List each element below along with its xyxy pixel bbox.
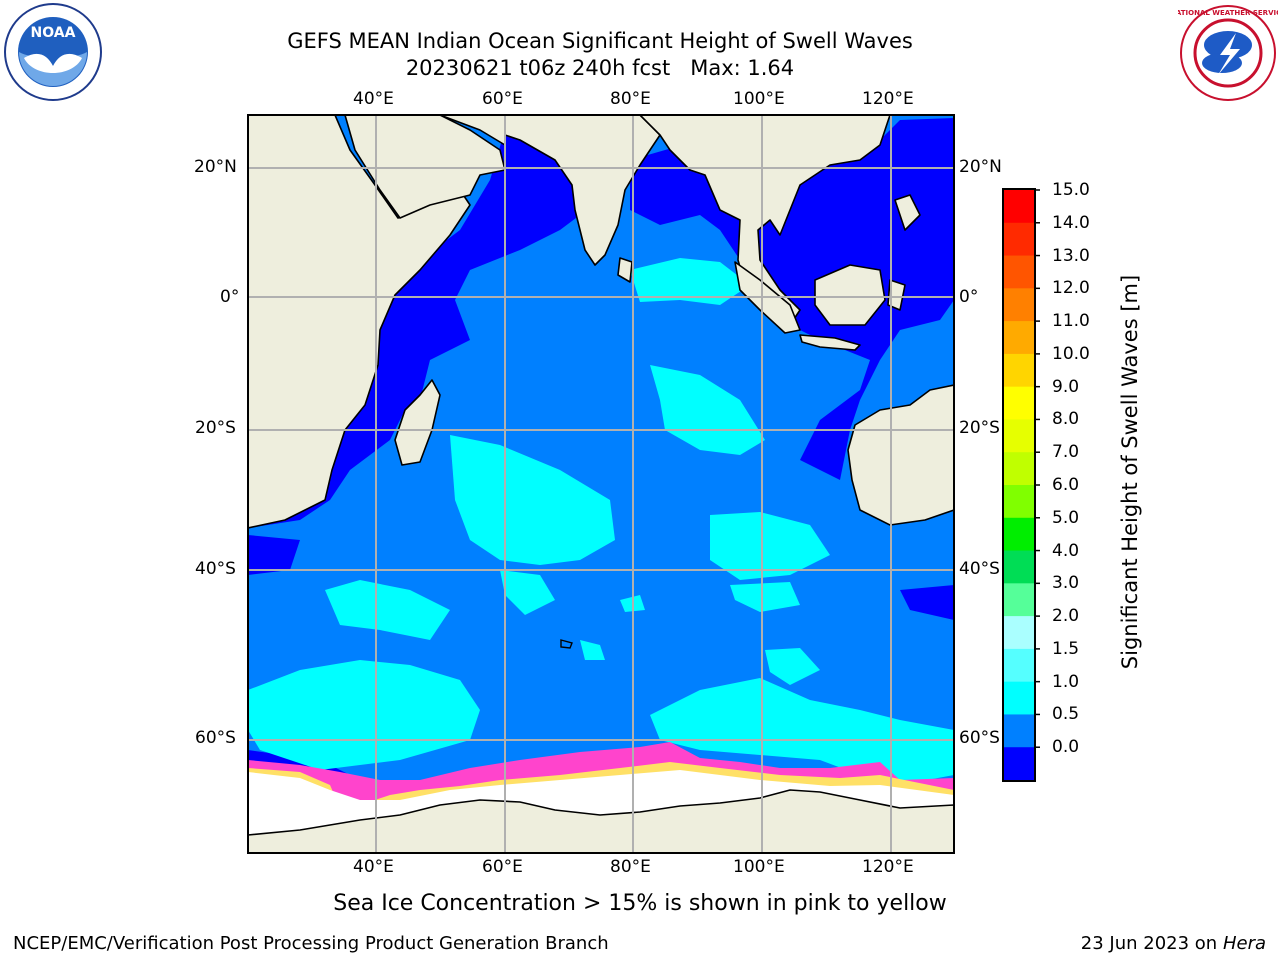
land-srilanka xyxy=(617,257,633,283)
colorbar xyxy=(1002,188,1040,782)
map-title: GEFS MEAN Indian Ocean Significant Heigh… xyxy=(287,29,913,53)
lat-tick-label-right: 0° xyxy=(959,287,979,307)
land-borneo xyxy=(814,264,886,326)
lon-tick-label-top: 120°E xyxy=(862,89,914,109)
colorbar-segment xyxy=(1004,616,1034,650)
colorbar-segment xyxy=(1004,321,1034,355)
colorbar-segment xyxy=(1004,485,1034,519)
lat-tick-label-left: 20°N xyxy=(194,157,237,177)
lon-tick-label-bottom: 40°E xyxy=(353,857,394,877)
nws-logo: NATIONAL WEATHER SERVICE xyxy=(1178,5,1278,101)
lat-tick-label-left: 40°S xyxy=(195,559,236,579)
lat-tick-label-left: 60°S xyxy=(195,728,236,748)
land-antarctica xyxy=(248,789,954,853)
noaa-logo: NOAA xyxy=(4,3,102,101)
colorbar-tick-label: 11.0 xyxy=(1052,311,1090,332)
colorbar-tick-label: 13.0 xyxy=(1052,245,1090,266)
colorbar-tick-label: 14.0 xyxy=(1052,212,1090,233)
footer-date: 23 Jun 2023 on Hera xyxy=(1081,933,1266,955)
land-java xyxy=(799,334,861,351)
lat-tick-label-right: 40°S xyxy=(959,559,1000,579)
footer-host: Hera xyxy=(1222,933,1266,954)
colorbar-segment xyxy=(1004,386,1034,421)
colorbar-segment xyxy=(1004,288,1034,322)
colorbar-tick-label: 10.0 xyxy=(1052,343,1090,364)
lon-tick-label-top: 100°E xyxy=(733,89,785,109)
lon-tick-label-top: 40°E xyxy=(353,89,394,109)
footer-branch: NCEP/EMC/Verification Post Processing Pr… xyxy=(13,933,609,954)
lon-tick-label-top: 80°E xyxy=(610,89,651,109)
colorbar-segment xyxy=(1004,419,1034,453)
colorbar-tick-label: 2.0 xyxy=(1052,606,1080,627)
map-subtitle: 20230621 t06z 240h fcst Max: 1.64 xyxy=(405,56,795,80)
colorbar-tick-label: 3.0 xyxy=(1052,573,1080,594)
lon-tick-label-bottom: 100°E xyxy=(733,857,785,877)
lat-tick-label-right: 20°N xyxy=(959,157,1002,177)
colorbar-tick-label: 15.0 xyxy=(1052,180,1090,200)
lat-tick-label-right: 20°S xyxy=(959,418,1000,438)
lat-tick-label-left: 0° xyxy=(220,287,240,307)
colorbar-segment xyxy=(1004,190,1034,224)
colorbar-segment xyxy=(1004,222,1034,257)
colorbar-tick-label: 7.0 xyxy=(1052,442,1080,463)
colorbar-segment xyxy=(1004,550,1034,584)
lon-tick-label-bottom: 120°E xyxy=(862,857,914,877)
map-frame xyxy=(247,114,955,854)
colorbar-segment xyxy=(1004,583,1034,617)
colorbar-tick-label: 1.5 xyxy=(1052,638,1080,659)
sea-ice-caption: Sea Ice Concentration > 15% is shown in … xyxy=(333,891,947,916)
land-philippines xyxy=(894,194,921,231)
graticule xyxy=(248,115,954,853)
land-kerguelen xyxy=(560,639,573,649)
colorbar-tick-label: 1.0 xyxy=(1052,671,1080,692)
colorbar-tick-label: 4.0 xyxy=(1052,540,1080,561)
colorbar-tick-label: 9.0 xyxy=(1052,376,1080,397)
lon-tick-label-bottom: 60°E xyxy=(482,857,523,877)
colorbar-segment xyxy=(1004,714,1034,748)
colorbar-tick-label: 5.0 xyxy=(1052,507,1080,528)
colorbar-tick-label: 0.0 xyxy=(1052,737,1080,758)
footer-date-text: 23 Jun 2023 on xyxy=(1080,933,1218,954)
colorbar-segment xyxy=(1004,517,1034,552)
colorbar-label: Significant Height of Swell Waves [m] xyxy=(1118,274,1142,670)
lat-tick-label-left: 20°S xyxy=(195,418,236,438)
colorbar-segment xyxy=(1004,747,1034,781)
nws-logo-text: NATIONAL WEATHER SERVICE xyxy=(1178,9,1278,17)
colorbar-tick-label: 12.0 xyxy=(1052,278,1090,299)
colorbar-segment xyxy=(1004,255,1034,289)
moderate-swell-patches xyxy=(248,258,954,785)
colorbar-tick-label: 8.0 xyxy=(1052,409,1080,430)
colorbar-segment xyxy=(1004,648,1034,683)
land-india xyxy=(504,115,661,266)
colorbar-tick-label: 6.0 xyxy=(1052,475,1080,495)
noaa-logo-text: NOAA xyxy=(31,25,76,41)
colorbar-tick-label: 0.5 xyxy=(1052,704,1080,725)
lon-tick-label-top: 60°E xyxy=(482,89,523,109)
land-madagascar xyxy=(394,379,441,466)
lat-tick-label-right: 60°S xyxy=(959,728,1000,748)
colorbar-segment xyxy=(1004,452,1034,486)
colorbar-segment xyxy=(1004,681,1034,716)
land-australia xyxy=(847,384,954,526)
land-africa xyxy=(248,115,471,529)
colorbar-segment xyxy=(1004,353,1034,388)
lon-tick-label-bottom: 80°E xyxy=(610,857,651,877)
